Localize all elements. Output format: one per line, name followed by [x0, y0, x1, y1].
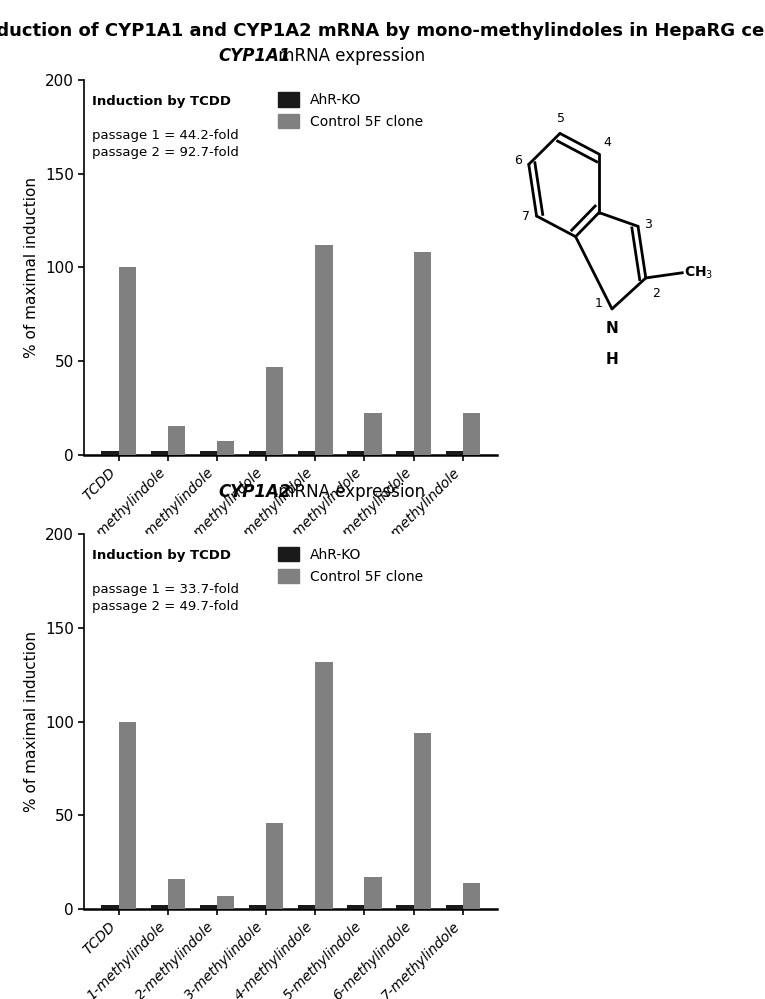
Bar [463, 883, 480, 909]
Text: Induction of CYP1A1 and CYP1A2 mRNA by mono-methylindoles in HepaRG cells: Induction of CYP1A1 and CYP1A2 mRNA by m… [0, 22, 765, 40]
Y-axis label: % of maximal induction: % of maximal induction [24, 177, 39, 358]
Text: Induction by TCDD: Induction by TCDD [93, 95, 231, 108]
Bar [414, 733, 431, 909]
Bar [168, 427, 185, 455]
Bar [249, 451, 266, 455]
Legend: AhR-KO, Control 5F clone: AhR-KO, Control 5F clone [273, 541, 429, 589]
Text: CYP1A2: CYP1A2 [218, 484, 291, 501]
Bar [396, 905, 414, 909]
Bar [445, 451, 463, 455]
Text: 1: 1 [595, 298, 603, 311]
Text: CYP1A1: CYP1A1 [218, 47, 291, 65]
Text: 2: 2 [653, 287, 660, 300]
Bar [217, 442, 234, 455]
Bar [347, 905, 364, 909]
Bar [200, 451, 217, 455]
Bar [315, 245, 333, 455]
Bar [347, 451, 364, 455]
Text: 6: 6 [514, 155, 522, 168]
Text: mRNA expression: mRNA expression [273, 484, 425, 501]
Bar [101, 451, 119, 455]
Bar [151, 451, 168, 455]
Bar [200, 905, 217, 909]
Text: passage 1 = 33.7-fold
passage 2 = 49.7-fold: passage 1 = 33.7-fold passage 2 = 49.7-f… [93, 583, 239, 613]
Text: N: N [606, 321, 618, 336]
Text: Induction by TCDD: Induction by TCDD [93, 549, 231, 562]
Bar [249, 905, 266, 909]
Text: passage 1 = 44.2-fold
passage 2 = 92.7-fold: passage 1 = 44.2-fold passage 2 = 92.7-f… [93, 129, 239, 159]
Bar [217, 896, 234, 909]
Bar [151, 905, 168, 909]
Bar [315, 661, 333, 909]
Bar [266, 367, 283, 455]
Bar [364, 877, 382, 909]
Bar [298, 905, 315, 909]
Text: 5: 5 [557, 112, 565, 125]
Text: 7: 7 [522, 210, 530, 223]
Text: H: H [606, 352, 618, 367]
Y-axis label: % of maximal induction: % of maximal induction [24, 631, 39, 812]
Bar [119, 721, 136, 909]
Bar [414, 252, 431, 455]
Legend: AhR-KO, Control 5F clone: AhR-KO, Control 5F clone [273, 87, 429, 135]
Bar [463, 414, 480, 455]
Text: 4: 4 [603, 136, 610, 149]
Bar [298, 451, 315, 455]
Text: 3: 3 [644, 218, 653, 231]
Bar [119, 267, 136, 455]
Bar [266, 823, 283, 909]
Text: mRNA expression: mRNA expression [273, 47, 425, 65]
Bar [101, 905, 119, 909]
Bar [168, 879, 185, 909]
Bar [445, 905, 463, 909]
Bar [364, 414, 382, 455]
Text: CH$_3$: CH$_3$ [683, 265, 713, 281]
Bar [396, 451, 414, 455]
